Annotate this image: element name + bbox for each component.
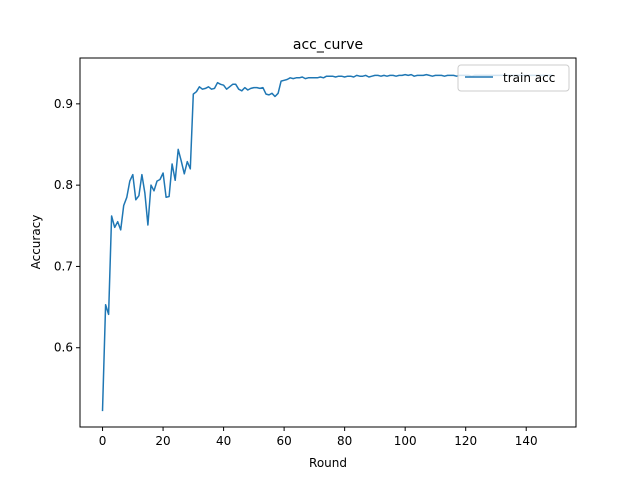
chart-title: acc_curve (293, 37, 363, 53)
plot-frame (79, 57, 577, 428)
x-tick-label: 120 (454, 434, 477, 448)
x-tick-label: 20 (155, 434, 170, 448)
x-axis: 0 20 40 60 80 100 120 140 (99, 427, 538, 448)
x-tick-label: 80 (337, 434, 352, 448)
x-tick-label: 60 (276, 434, 291, 448)
x-tick-label: 0 (99, 434, 107, 448)
y-axis-label: Accuracy (29, 215, 43, 270)
y-tick-label: 0.9 (54, 97, 73, 111)
x-axis-label: Round (309, 456, 347, 470)
legend-label-train-acc: train acc (503, 71, 555, 85)
y-tick-label: 0.8 (54, 178, 73, 192)
y-tick-label: 0.7 (54, 259, 73, 273)
x-tick-label: 140 (515, 434, 538, 448)
legend-box (457, 64, 570, 92)
y-tick-label: 0.6 (54, 341, 73, 355)
x-tick-label: 40 (216, 434, 231, 448)
y-axis: 0.6 0.7 0.8 0.9 (54, 97, 80, 355)
x-tick-label: 100 (394, 434, 417, 448)
legend: train acc (457, 64, 570, 92)
